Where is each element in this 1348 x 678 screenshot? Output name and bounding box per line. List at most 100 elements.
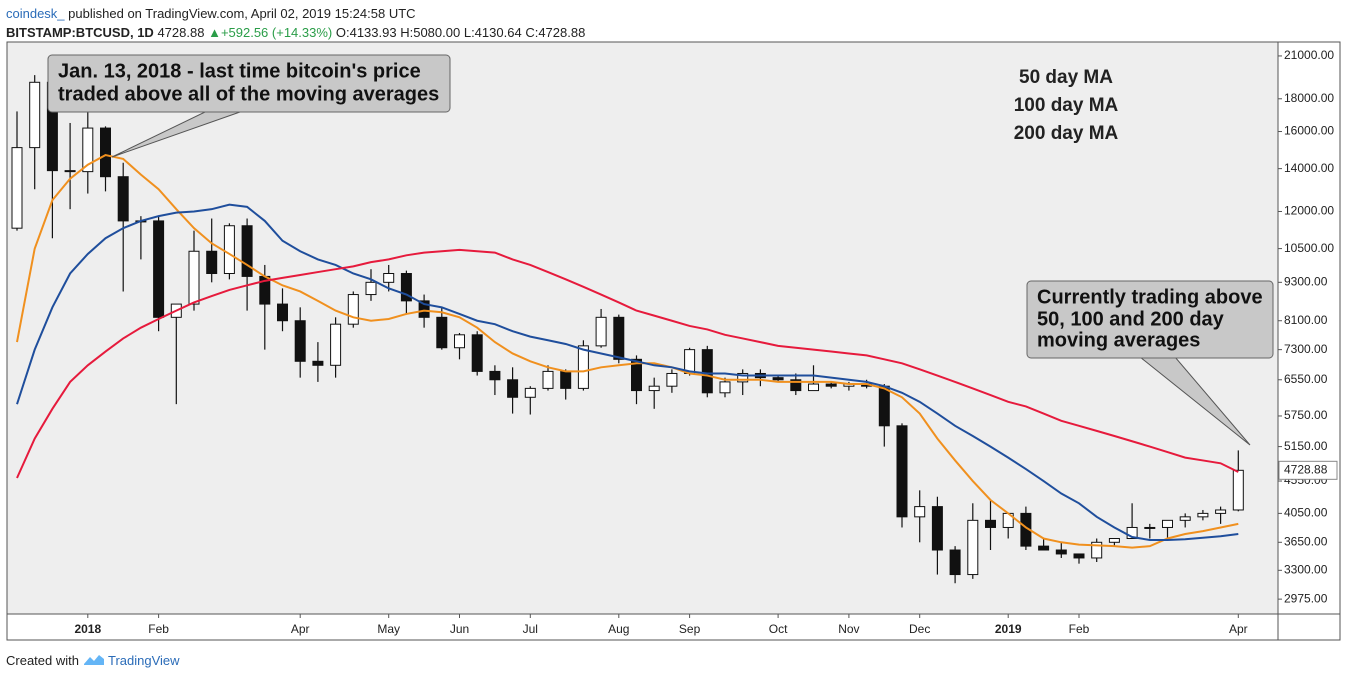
candle-body (64, 170, 76, 173)
ohlc: L:4130.64 (463, 25, 522, 40)
candle-body (277, 303, 288, 322)
candle-body (312, 360, 324, 366)
header: coindesk_ published on TradingView.com, … (6, 4, 585, 42)
annotation: moving averages (1037, 329, 1200, 351)
ma-line (16, 154, 1239, 549)
footer: Created with TradingView (6, 651, 180, 668)
candle-body (436, 316, 448, 349)
y-tick-label: 10500.00 (1284, 241, 1334, 255)
legend-entry: 100 day MA (1014, 95, 1119, 116)
candle-body (29, 81, 41, 149)
y-tick-label: 5150.00 (1284, 439, 1328, 453)
candle-body (489, 370, 501, 381)
x-tick-label: Nov (838, 622, 859, 636)
frame (6, 41, 1341, 641)
change: +592.56 (+14.33%) (220, 25, 333, 40)
x-tick-label: Jun (450, 622, 469, 636)
y-tick-label: 12000.00 (1284, 204, 1334, 218)
candle-body (772, 377, 784, 381)
candle-body (400, 273, 412, 302)
header-line: BITSTAMP:BTCUSD, 1D 4728.88 ▲+592.56 (+1… (6, 23, 585, 42)
x-tick-label: Oct (769, 622, 788, 636)
candle-body (542, 370, 554, 389)
y-tick-label: 14000.00 (1284, 161, 1334, 175)
chart: Jan. 13, 2018 - last time bitcoin's pric… (6, 41, 1341, 641)
candle-body (507, 379, 519, 398)
legend-entry: 50 day MA (1019, 67, 1113, 88)
arrow: ▲ (208, 25, 221, 40)
x-tick-label: Sep (679, 622, 701, 636)
candle-body (454, 334, 465, 349)
candle-body (577, 345, 589, 389)
candle-body (808, 383, 819, 392)
annotation: traded above all of the moving averages (58, 83, 439, 105)
y-tick-label: 7300.00 (1284, 342, 1328, 356)
marks (11, 75, 1244, 584)
candle-body (241, 225, 253, 277)
brand[interactable]: TradingView (108, 653, 180, 668)
x-tick-label: 2018 (74, 622, 101, 636)
price-label: 4728.88 (1284, 462, 1328, 476)
x-tick-label: 2019 (995, 622, 1022, 636)
candle-body (878, 385, 890, 427)
candle-body (949, 549, 961, 576)
candle-body (294, 320, 306, 362)
candle-body (1215, 509, 1227, 514)
y-tick-label: 3300.00 (1284, 562, 1328, 576)
candle-body (347, 294, 359, 325)
x-tick-label: Feb (148, 622, 169, 636)
annotation: 50, 100 and 200 day (1037, 308, 1225, 330)
y-tick-label: 21000.00 (1284, 48, 1334, 62)
published: published on TradingView.com, April 02, … (68, 6, 416, 21)
x-tick-label: Feb (1069, 622, 1090, 636)
annotation: Jan. 13, 2018 - last time bitcoin's pric… (58, 60, 421, 82)
candle-body (1091, 541, 1103, 559)
candle-body (1126, 526, 1138, 540)
y-tick-label: 2975.00 (1284, 591, 1328, 605)
candle-body (1038, 545, 1050, 551)
candle-body (1179, 516, 1191, 521)
x-tick-label: Dec (909, 622, 930, 636)
ma-line (16, 248, 1239, 479)
symbol: BITSTAMP:BTCUSD, 1D (6, 25, 154, 40)
candle-body (737, 372, 749, 383)
y-tick-label: 18000.00 (1284, 91, 1334, 105)
candle-body (471, 334, 483, 372)
x-tick-label: Aug (608, 622, 629, 636)
candle-body (1232, 469, 1244, 511)
candle-body (719, 381, 731, 394)
candle-body (11, 147, 23, 229)
ma-line (16, 203, 1239, 542)
y-tick-label: 6550.00 (1284, 372, 1328, 386)
candle-body (365, 281, 377, 296)
candle-body (1055, 549, 1067, 555)
x-tick-label: May (377, 622, 400, 636)
candle-body (648, 385, 660, 392)
candle-body (1162, 519, 1173, 528)
last-price: 4728.88 (157, 25, 205, 40)
ohlc: O:4133.93 (335, 25, 397, 40)
y-tick-label: 3650.00 (1284, 534, 1328, 548)
candle-body (1108, 538, 1120, 543)
price-label-box (1278, 460, 1338, 480)
candle-body (330, 323, 342, 366)
author[interactable]: coindesk_ (6, 6, 65, 21)
x-tick-label: Apr (1229, 622, 1248, 636)
candle-body (1144, 526, 1156, 529)
x-tick-label: Apr (291, 622, 310, 636)
candle-body (825, 383, 837, 387)
candle-body (631, 358, 642, 392)
candle-body (206, 250, 218, 275)
ohlc: H:5080.00 (400, 25, 461, 40)
footer-text: Created with (6, 653, 79, 668)
ohlc: C:4728.88 (525, 25, 586, 40)
candle-body (931, 506, 943, 551)
candle-body (524, 387, 536, 398)
candle-body (383, 273, 395, 283)
logo (83, 655, 104, 665)
candle-body (967, 519, 979, 576)
candle-body (1197, 512, 1209, 518)
y-tick-label: 5750.00 (1284, 408, 1328, 422)
candle-body (666, 372, 678, 387)
